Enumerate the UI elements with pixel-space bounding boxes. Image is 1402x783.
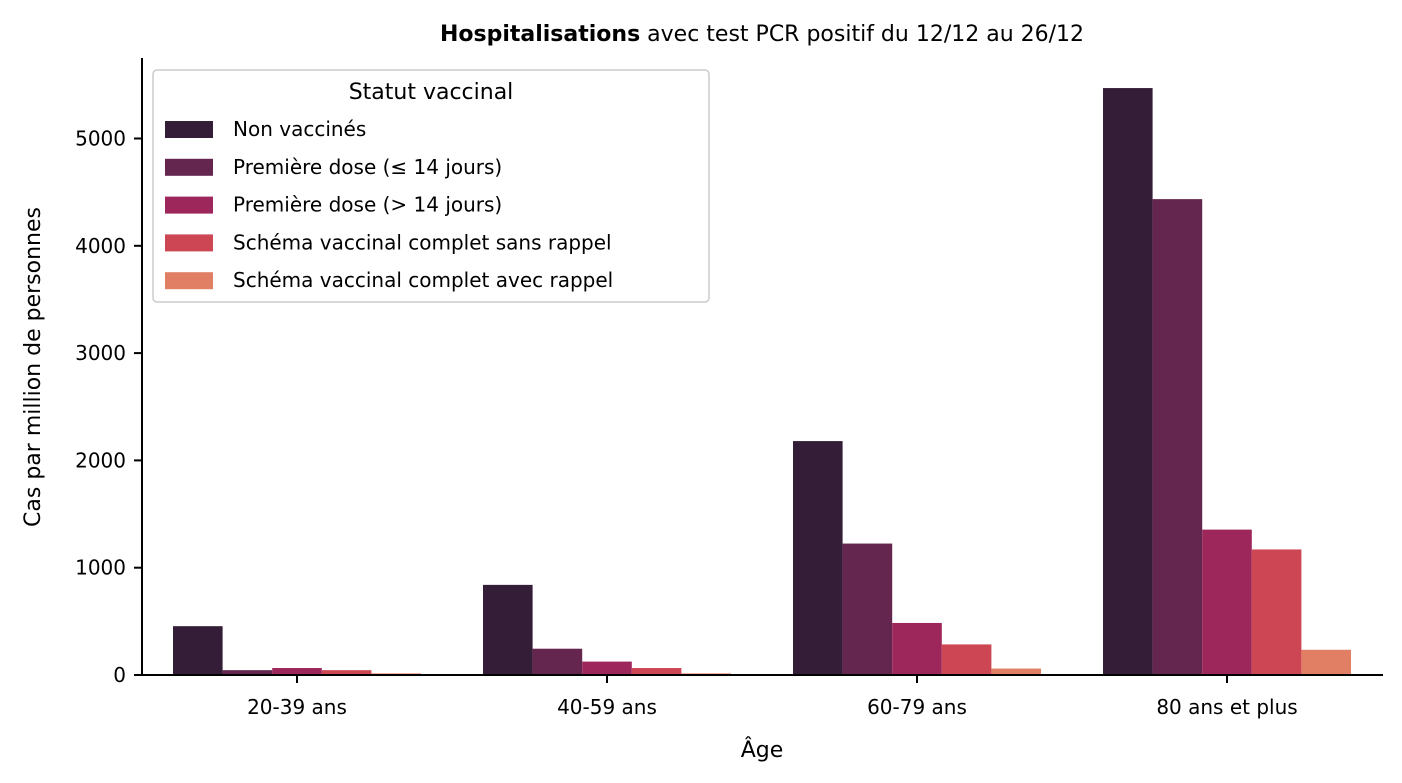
legend-swatch-5 (165, 272, 213, 290)
legend-label-4: Schéma vaccinal complet sans rappel (233, 230, 612, 254)
bar-2-4 (1152, 199, 1203, 675)
legend-label-2: Première dose (≤ 14 jours) (233, 155, 502, 179)
x-ticks: 20-39 ans 40-59 ans 60-79 ans 80 ans et plu… (247, 675, 1298, 719)
x-tick-label: 80 ans et plus (1156, 695, 1297, 719)
bar-2-1 (222, 670, 273, 675)
bar-4-2 (631, 668, 682, 675)
bars (173, 88, 1351, 675)
y-axis-label: Cas par million de personnes (21, 207, 46, 527)
y-tick-label: 5000 (75, 127, 126, 151)
bar-5-4 (1301, 649, 1351, 675)
legend-title: Statut vaccinal (349, 80, 514, 105)
y-tick-label: 2000 (75, 448, 126, 472)
y-tick-label: 0 (113, 663, 126, 687)
y-tick-label: 1000 (75, 556, 126, 580)
bar-2-2 (532, 648, 583, 675)
legend-items: Non vaccinés Première dose (≤ 14 jours) Pr… (165, 117, 613, 292)
chart-title-rest: avec test PCR positif du 12/12 au 26/12 (640, 22, 1084, 47)
y-tick-label: 4000 (75, 234, 126, 258)
chart-title-bold: Hospitalisations (440, 22, 640, 47)
x-tick-label: 40-59 ans (557, 695, 657, 719)
y-tick-label: 3000 (75, 341, 126, 365)
legend-swatch-1 (165, 121, 213, 138)
x-tick-label: 20-39 ans (247, 695, 347, 719)
bar-3-3 (892, 622, 942, 675)
y-ticks: 0 1000 2000 3000 4000 5000 (75, 127, 142, 687)
bar-2-3 (842, 543, 893, 675)
bar-1-2 (483, 584, 533, 675)
legend-frame (152, 69, 710, 303)
legend-swatch-2 (165, 158, 213, 176)
bar-1-4 (1103, 88, 1153, 675)
bar-1-3 (793, 441, 843, 675)
x-tick-label: 60-79 ans (867, 695, 967, 719)
legend-swatch-4 (165, 234, 213, 252)
bar-3-1 (272, 668, 322, 675)
bar-3-4 (1202, 529, 1252, 675)
bar-4-3 (941, 644, 992, 675)
bar-4-1 (321, 670, 372, 675)
legend-label-5: Schéma vaccinal complet avec rappel (233, 268, 613, 292)
bar-4-4 (1251, 549, 1302, 675)
legend-label-3: Première dose (> 14 jours) (233, 193, 502, 217)
bar-1-1 (173, 626, 223, 675)
legend-swatch-3 (165, 196, 213, 214)
chart-title: Hospitalisations avec test PCR positif d… (440, 22, 1084, 47)
x-axis-label: Âge (741, 737, 784, 763)
legend-label-1: Non vaccinés (233, 117, 366, 141)
bar-5-3 (991, 668, 1041, 675)
legend: Statut vaccinal Non vaccinés Première dos… (152, 69, 710, 303)
bar-3-2 (582, 661, 632, 675)
